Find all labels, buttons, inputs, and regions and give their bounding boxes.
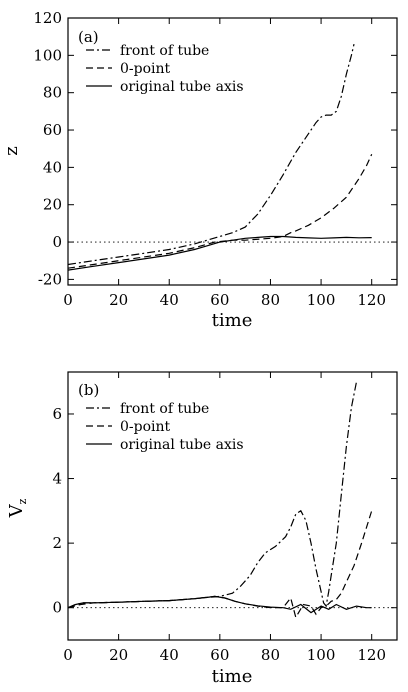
x-tick-label: 40	[160, 646, 179, 664]
y-tick-label: 100	[33, 46, 62, 64]
legend-entry: 0-point	[120, 61, 171, 77]
x-tick-label: 80	[261, 646, 280, 664]
series-line-front-of-tube	[67, 381, 358, 609]
series-line-0-point	[67, 510, 373, 619]
legend-a: front of tube 0-point original tube axis	[86, 43, 244, 95]
y-axis-label-main-b: V	[6, 503, 27, 518]
x-tick-label: 100	[307, 291, 336, 309]
y-tick-label: 80	[43, 84, 62, 102]
y-tick-label: -20	[38, 270, 62, 288]
y-tick-label: 40	[43, 158, 62, 176]
x-tick-label: 60	[210, 291, 229, 309]
ticks-b: 0 20 40 60 80 100 120 0 2 4 6	[52, 372, 397, 664]
y-tick-label: 120	[33, 9, 62, 27]
x-tick-label: 100	[307, 646, 336, 664]
plot-frame-a	[67, 17, 398, 286]
legend-entry: front of tube	[120, 43, 209, 59]
x-tick-label: 80	[261, 291, 280, 309]
series-line-front-of-tube	[67, 43, 355, 266]
y-axis-label-sub-b: z	[16, 498, 29, 504]
x-tick-label: 60	[210, 646, 229, 664]
panel-b: 0 20 40 60 80 100 120 0 2 4 6 (b) front of tube 0-p…	[6, 371, 398, 687]
legend-entry: 0-point	[120, 419, 171, 435]
y-tick-label: 4	[52, 470, 62, 488]
x-tick-label: 120	[357, 646, 386, 664]
y-tick-label: 20	[43, 196, 62, 214]
legend-entry: front of tube	[120, 401, 209, 417]
x-tick-label: 20	[109, 646, 128, 664]
series-line-0-point	[67, 154, 373, 269]
series-line-original-tube-axis	[67, 235, 372, 271]
y-tick-label: 60	[43, 121, 62, 139]
legend-b: front of tube 0-point original tube axis	[86, 401, 244, 453]
series-group-a	[67, 43, 373, 271]
x-tick-label: 0	[63, 291, 73, 309]
y-tick-label: 0	[52, 233, 62, 251]
x-axis-label-b: time	[212, 666, 253, 687]
series-line-original-tube-axis	[67, 595, 372, 614]
y-axis-label-a: z	[1, 146, 22, 155]
panel-label-a: (a)	[78, 28, 99, 46]
y-tick-label: 0	[52, 599, 62, 617]
x-tick-label: 120	[357, 291, 386, 309]
y-tick-label: 2	[52, 534, 62, 552]
y-tick-label: 6	[52, 405, 62, 423]
x-tick-label: 40	[160, 291, 179, 309]
series-group-b	[67, 381, 373, 619]
x-axis-label-a: time	[212, 310, 253, 331]
x-tick-label: 0	[63, 646, 73, 664]
plot-frame-b	[67, 371, 398, 641]
panel-label-b: (b)	[78, 381, 99, 399]
x-tick-label: 20	[109, 291, 128, 309]
legend-entry: original tube axis	[120, 437, 244, 453]
legend-entry: original tube axis	[120, 79, 244, 95]
y-axis-label-main-a: z	[1, 146, 22, 155]
y-axis-label-b: Vz	[6, 498, 29, 518]
